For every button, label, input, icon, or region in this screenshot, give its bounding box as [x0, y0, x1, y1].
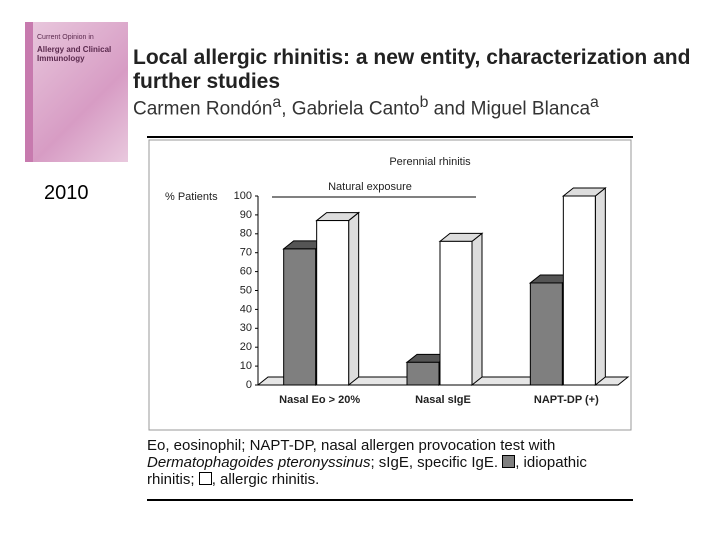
y-tick-label: 70: [240, 247, 252, 259]
bar: [562, 195, 596, 386]
separator: ,: [281, 98, 292, 120]
x-tick-label: Nasal Eo > 20%: [279, 394, 360, 406]
slide-title: Local allergic rhinitis: a new entity, c…: [133, 46, 691, 93]
bar: [283, 248, 317, 386]
bar: [439, 240, 473, 386]
bar-side: [471, 232, 483, 387]
author: Gabriela Canto: [291, 98, 420, 120]
caption-italic: Dermatophagoides pteronyssinus: [147, 454, 371, 471]
affiliation: a: [272, 94, 282, 111]
bar: [406, 361, 440, 386]
y-tick-label: 30: [240, 322, 252, 334]
y-tick-label: 50: [240, 284, 252, 296]
y-tick-label: 80: [240, 228, 252, 240]
caption-text: ; sIgE, specific IgE.: [370, 454, 503, 471]
chart-title: Perennial rhinitis: [389, 156, 471, 168]
y-tick-label: 100: [234, 190, 252, 202]
bar-side: [594, 186, 606, 387]
figure-frame: [148, 139, 632, 431]
bar-side: [348, 211, 360, 387]
separator: .: [315, 471, 320, 488]
annotation: Natural exposure: [328, 181, 412, 193]
bar: [316, 220, 350, 386]
year: 2010: [44, 182, 89, 204]
legend-swatch: [502, 455, 516, 468]
journal-cover: Current Opinion in Allergy and Clinical …: [25, 22, 128, 162]
legend-swatch: [198, 472, 212, 485]
separator: ;: [190, 471, 199, 488]
separator: and: [428, 98, 471, 120]
x-tick-label: NAPT-DP (+): [534, 394, 599, 406]
legend-label: idiopathic rhinitis: [147, 454, 587, 488]
legend-label: allergic rhinitis: [220, 471, 316, 488]
affiliation: a: [590, 94, 599, 111]
y-tick-label: 10: [240, 360, 252, 372]
x-tick-label: Nasal sIgE: [415, 394, 471, 406]
authors: Carmen Rondóna, Gabriela Cantob and Migu…: [133, 94, 599, 120]
y-tick-label: 0: [246, 379, 252, 391]
y-tick-label: 60: [240, 266, 252, 278]
y-tick-label: 90: [240, 209, 252, 221]
caption-text: Eo, eosinophil; NAPT-DP, nasal allergen …: [147, 437, 556, 454]
bar: [529, 282, 563, 386]
y-axis-label: % Patients: [165, 191, 218, 203]
cover-series: Current Opinion in: [37, 34, 94, 41]
cover-journal: Allergy and Clinical Immunology: [37, 45, 112, 63]
affiliation: b: [419, 94, 429, 111]
author: Miguel Blanca: [470, 98, 591, 120]
separator: ,: [515, 454, 524, 471]
separator: ,: [211, 471, 221, 488]
y-tick-label: 40: [240, 303, 252, 315]
caption: Eo, eosinophil; NAPT-DP, nasal allergen …: [147, 437, 637, 488]
author: Carmen Rondón: [133, 98, 273, 120]
y-tick-label: 20: [240, 341, 252, 353]
